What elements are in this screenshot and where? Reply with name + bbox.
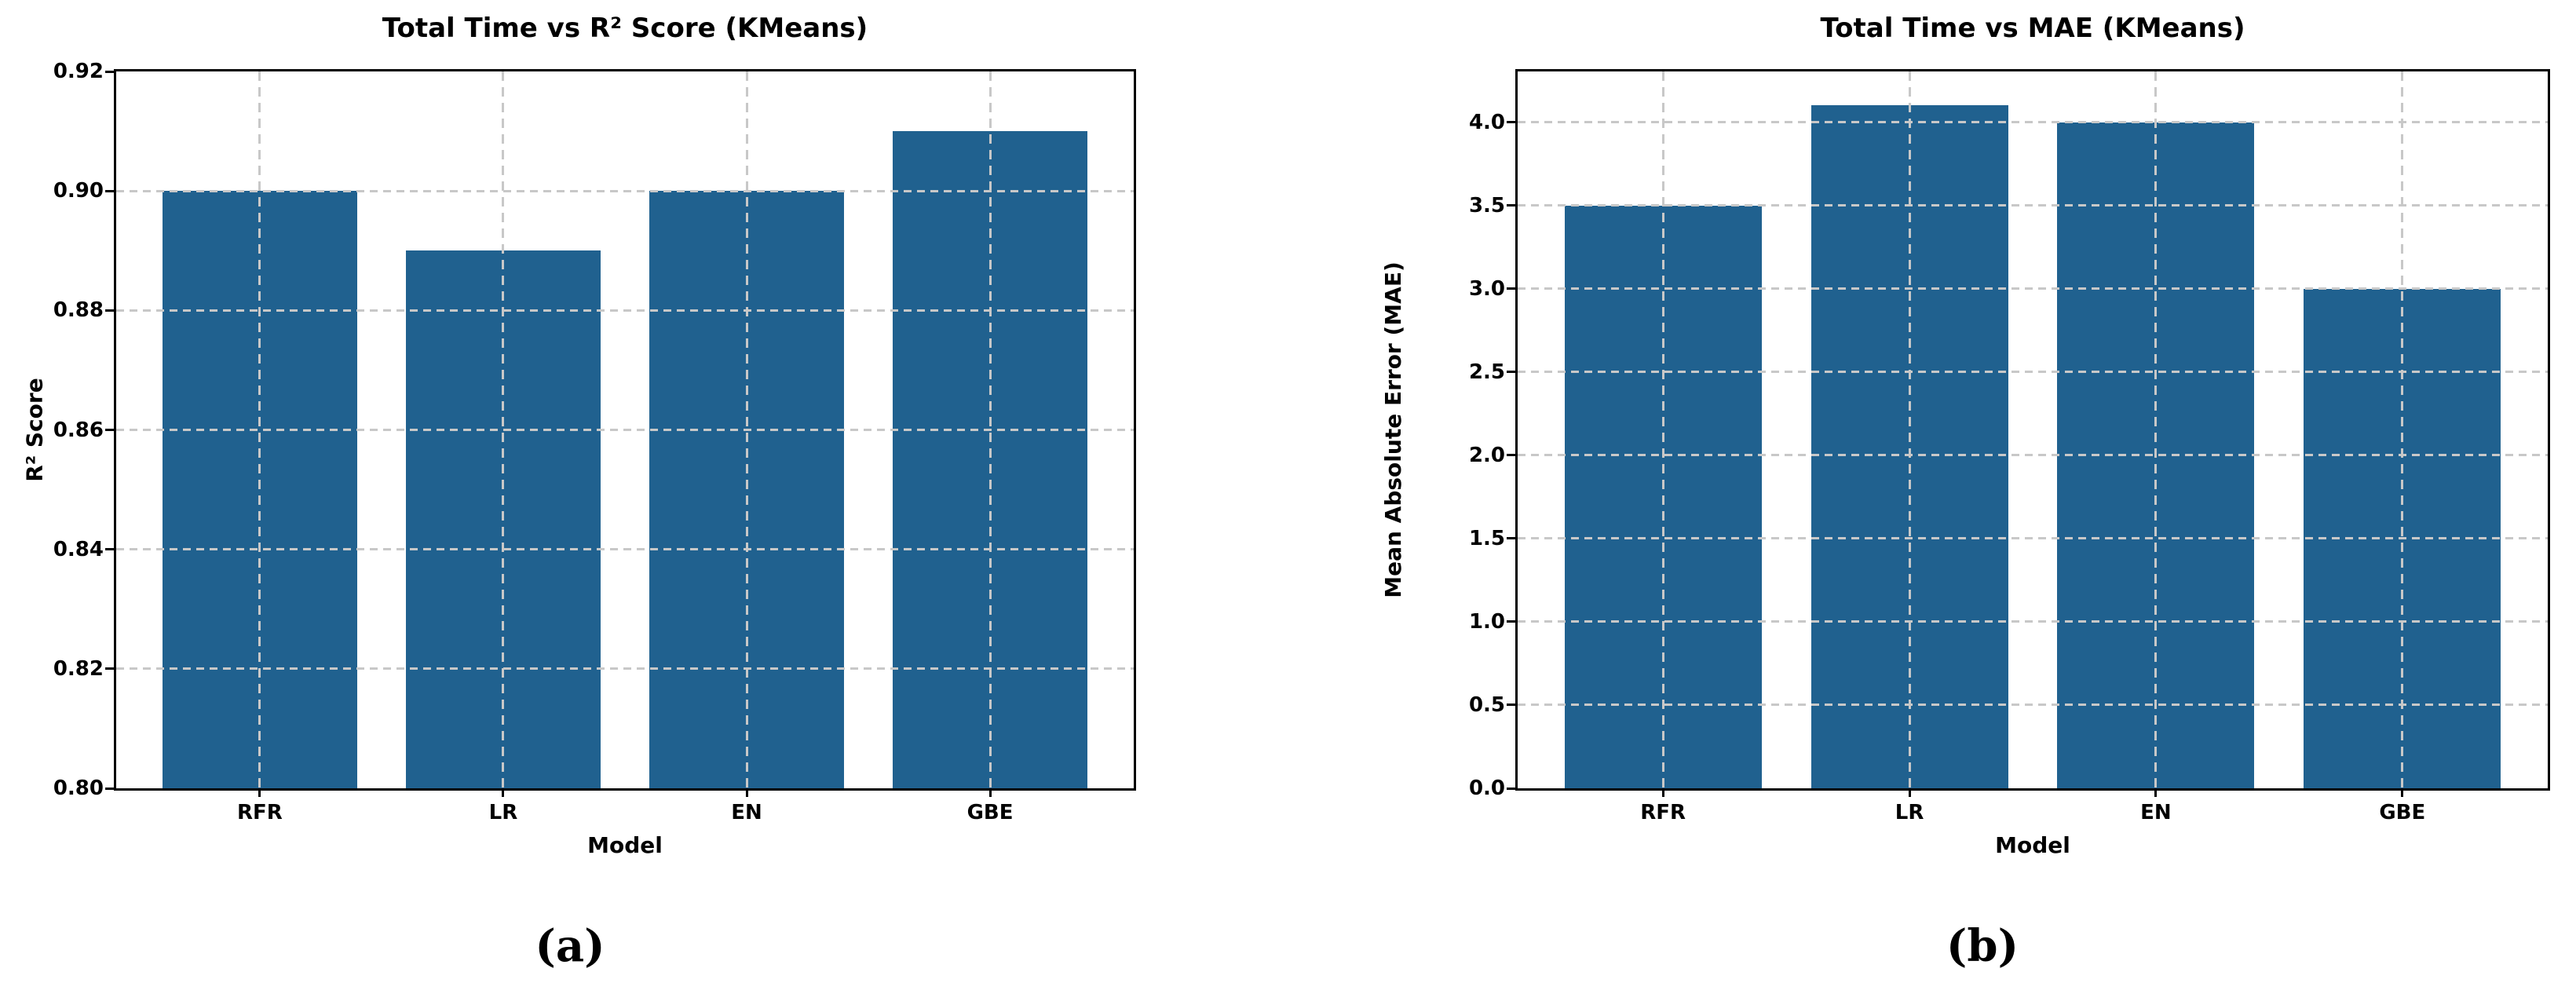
chart-a-y-axis-label-box: R² Score (17, 69, 52, 791)
v-gridline-EN (745, 71, 748, 788)
y-tick-mark-1.5 (1507, 537, 1515, 540)
y-tick-label-1.5: 1.5 (1468, 526, 1505, 550)
y-tick-mark-2.0 (1507, 454, 1515, 457)
y-tick-label-0.5: 0.5 (1468, 693, 1505, 717)
h-gridline-0.88 (116, 309, 1134, 312)
h-gridline-0.82 (116, 667, 1134, 671)
h-gridline-0.86 (116, 429, 1134, 431)
y-tick-mark-0.5 (1507, 704, 1515, 707)
chart-b-y-axis-label-box: Mean Absolute Error (MAE) (1376, 69, 1410, 791)
x-tick-label-RFR: RFR (1640, 801, 1686, 824)
chart-b-plot-area: RFR LR EN GBE 0.0 0.5 1.0 1.5 2.0 2.5 3.0 3.5 4.0 (1469, 69, 2550, 824)
y-tick-label-2.0: 2.0 (1468, 443, 1505, 467)
v-gridline-EN (2154, 71, 2158, 788)
y-tick-label-0.82: 0.82 (53, 656, 104, 681)
y-tick-mark-0.82 (105, 667, 114, 671)
chart-a-plot-area: RFR LR EN GBE 0.80 0.82 0.84 0.86 0.88 0.90 0.92 (53, 60, 1136, 824)
y-tick-label-0.92: 0.92 (53, 60, 104, 83)
x-tick-label-RFR: RFR (237, 801, 283, 824)
y-tick-mark-3.0 (1507, 287, 1515, 291)
chart-b-bars-and-grid: RFR LR EN GBE 0.0 0.5 1.0 1.5 2.0 2.5 3.0 3.5 4.0 (1469, 71, 2548, 824)
y-tick-mark-4.0 (1507, 121, 1515, 124)
chart-b-y-axis-label: Mean Absolute Error (MAE) (1379, 261, 1406, 598)
x-tick-mark-RFR (258, 788, 261, 797)
x-tick-mark-LR (502, 788, 505, 797)
y-tick-label-0.90: 0.90 (53, 179, 104, 203)
y-tick-label-4.0: 4.0 (1468, 110, 1505, 134)
y-tick-mark-0.80 (105, 787, 114, 790)
y-tick-mark-1.0 (1507, 620, 1515, 623)
h-gridline-0.84 (116, 548, 1134, 551)
x-tick-label-LR: LR (488, 801, 518, 824)
y-tick-label-3.0: 3.0 (1468, 276, 1505, 301)
v-gridline-LR (502, 71, 505, 788)
h-gridline-1.5 (1518, 537, 2548, 540)
y-tick-mark-0.88 (105, 309, 114, 312)
x-tick-label-GBE: GBE (966, 801, 1014, 824)
h-gridline-0.5 (1518, 704, 2548, 707)
x-tick-label-EN: EN (2140, 801, 2172, 824)
x-tick-label-EN: EN (731, 801, 762, 824)
h-gridline-2.0 (1518, 454, 2548, 457)
x-tick-mark-LR (1908, 788, 1911, 797)
y-tick-mark-0.0 (1507, 787, 1515, 790)
h-gridline-3.5 (1518, 204, 2548, 207)
y-tick-label-0.0: 0.0 (1468, 777, 1505, 800)
y-tick-label-1.0: 1.0 (1468, 609, 1505, 634)
y-tick-label-0.84: 0.84 (53, 537, 104, 561)
chart-a-bars-and-grid: RFR LR EN GBE 0.80 0.82 0.84 0.86 0.88 0.90 0.92 (53, 60, 1134, 824)
caption-a: (a) (535, 920, 605, 972)
v-gridline-GBE (988, 71, 992, 788)
chart-a-x-axis-label: Model (587, 832, 663, 858)
y-tick-label-0.86: 0.86 (53, 418, 104, 442)
y-tick-label-2.5: 2.5 (1468, 360, 1505, 384)
y-tick-mark-0.84 (105, 548, 114, 551)
y-tick-mark-0.90 (105, 189, 114, 192)
y-tick-mark-0.92 (105, 70, 114, 73)
chart-a-y-axis-label: R² Score (21, 378, 48, 482)
x-tick-mark-RFR (1661, 788, 1664, 797)
y-tick-label-0.80: 0.80 (53, 777, 104, 800)
y-tick-mark-2.5 (1507, 371, 1515, 374)
x-tick-mark-EN (745, 788, 748, 797)
caption-b: (b) (1946, 920, 2019, 972)
x-tick-label-LR: LR (1895, 801, 1924, 824)
h-gridline-2.5 (1518, 371, 2548, 374)
y-tick-mark-3.5 (1507, 204, 1515, 207)
h-gridline-4.0 (1518, 121, 2548, 124)
x-tick-mark-EN (2154, 788, 2158, 797)
x-tick-mark-GBE (988, 788, 992, 797)
v-gridline-RFR (258, 71, 261, 788)
h-gridline-0.90 (116, 189, 1134, 192)
h-gridline-3.0 (1518, 287, 2548, 291)
v-gridline-RFR (1661, 71, 1664, 788)
y-tick-label-3.5: 3.5 (1468, 193, 1505, 217)
y-tick-mark-0.86 (105, 429, 114, 431)
chart-b-title: Total Time vs MAE (KMeans) (1820, 13, 2245, 44)
chart-a-title: Total Time vs R² Score (KMeans) (382, 13, 868, 44)
chart-b-x-axis-label: Model (1995, 832, 2070, 858)
v-gridline-GBE (2401, 71, 2404, 788)
x-tick-mark-GBE (2401, 788, 2404, 797)
v-gridline-LR (1908, 71, 1911, 788)
y-tick-label-0.88: 0.88 (53, 298, 104, 323)
h-gridline-1.0 (1518, 620, 2548, 623)
x-tick-label-GBE: GBE (2379, 801, 2426, 824)
